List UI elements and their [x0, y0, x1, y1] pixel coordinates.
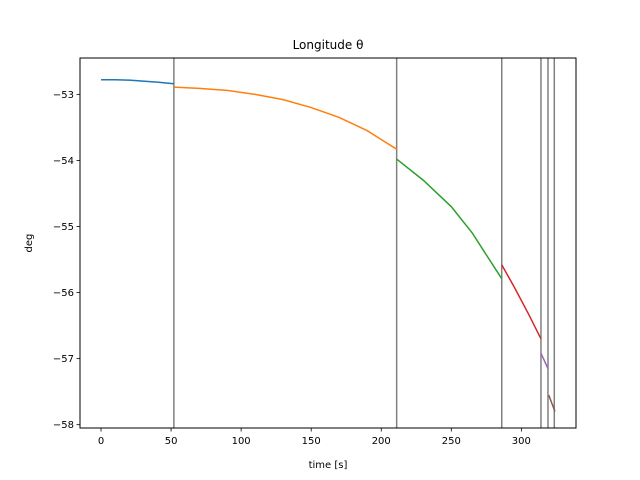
chart-title: Longitude θ [293, 38, 364, 52]
y-tick-label: −55 [53, 222, 74, 233]
x-tick-label: 0 [98, 436, 104, 447]
x-tick-label: 300 [512, 436, 531, 447]
y-tick-label: −54 [53, 156, 74, 167]
y-axis-label: deg [24, 234, 35, 253]
x-tick-label: 250 [442, 436, 461, 447]
x-tick-label: 150 [302, 436, 321, 447]
y-tick-label: −58 [53, 420, 74, 431]
series-group [101, 79, 556, 412]
y-tick-label: −53 [53, 90, 74, 101]
x-tick-label: 100 [232, 436, 251, 447]
series-line-3 [501, 264, 542, 340]
x-tick-label: 200 [372, 436, 391, 447]
series-line-0 [101, 79, 174, 85]
series-line-1 [173, 86, 398, 150]
vertical-lines [173, 58, 556, 428]
x-axis-ticks: 0 50 100 150 200 250 300 [98, 428, 531, 447]
x-tick-label: 50 [165, 436, 178, 447]
y-axis-ticks: −53 −54 −55 −56 −57 −58 [53, 90, 80, 431]
series-line-5 [547, 394, 556, 412]
series-line-4 [540, 353, 549, 369]
plot-frame [79, 57, 577, 429]
series-line-2 [396, 158, 503, 280]
y-tick-label: −56 [53, 288, 74, 299]
x-axis-label: time [s] [309, 460, 348, 471]
y-tick-label: −57 [53, 354, 74, 365]
